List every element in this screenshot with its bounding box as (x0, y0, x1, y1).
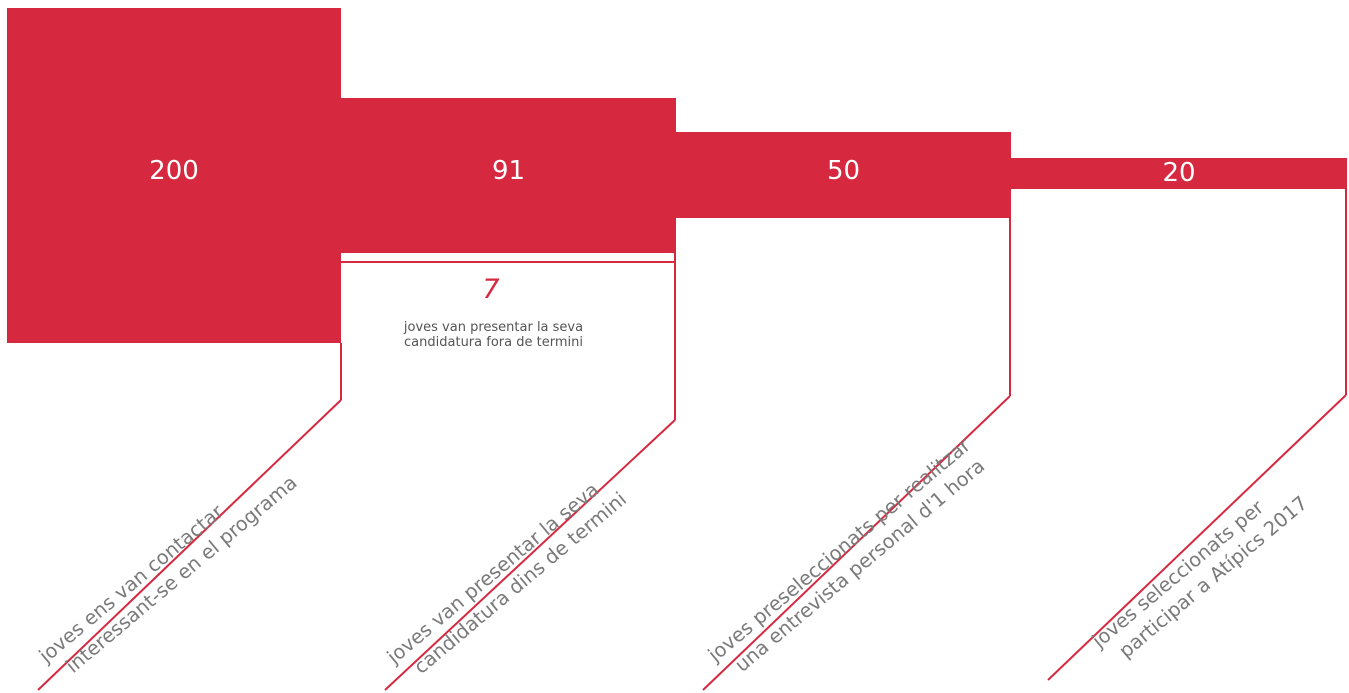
stage-2-block (341, 98, 676, 253)
late-count: 7 (482, 274, 500, 305)
late-caption: joves van presentar la seva candidatura … (341, 320, 646, 350)
stage-4-block (1011, 158, 1347, 189)
stage-3-count: 50 (826, 156, 861, 186)
stage-1-block (7, 8, 341, 343)
late-caption-line-2: candidatura fora de termini (404, 335, 583, 350)
stage-1-count: 200 (149, 156, 199, 186)
stage-2-count: 91 (491, 156, 526, 186)
stage-3-block (676, 132, 1011, 218)
stage-4-count: 20 (1162, 158, 1196, 188)
late-caption-line-1: joves van presentar la seva (403, 320, 584, 335)
